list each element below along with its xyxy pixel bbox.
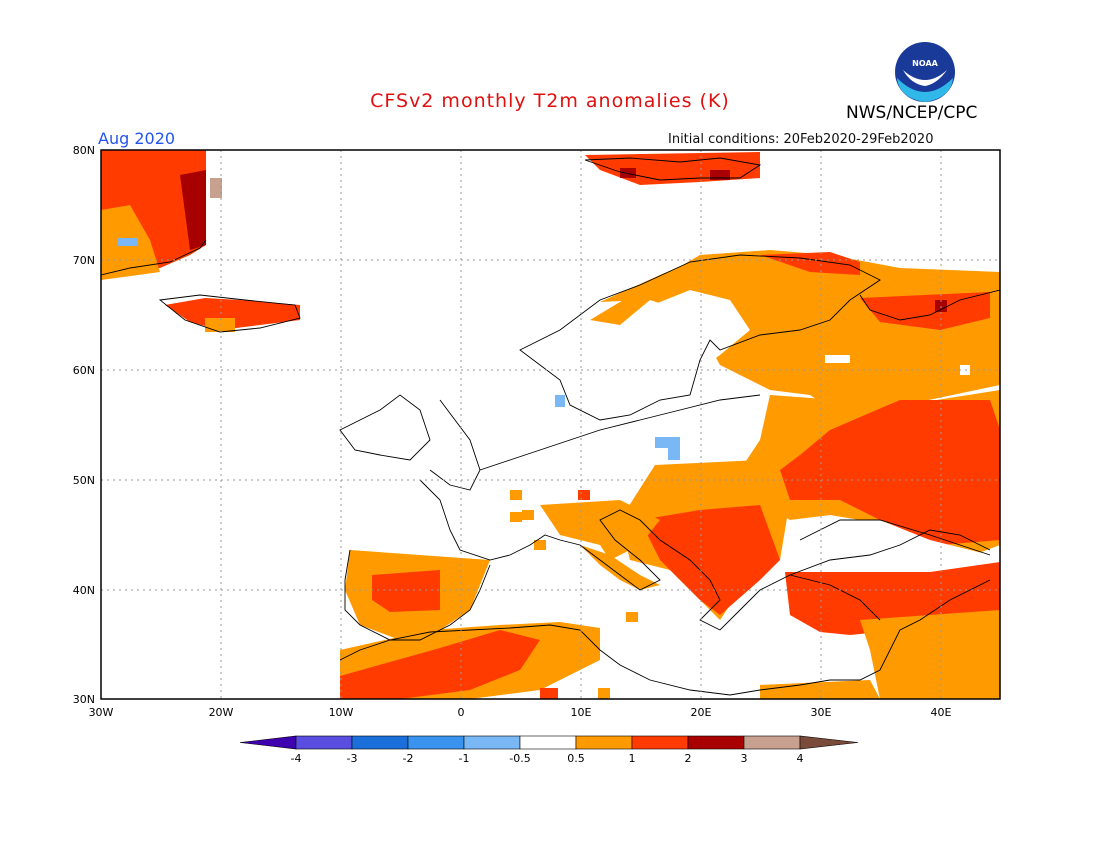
coastlines [101,157,1000,696]
lat-label: 40N [73,584,95,597]
chart-title: CFSv2 monthly T2m anomalies (K) [370,90,730,112]
colorbar-swatch [575,735,633,750]
colorbar-tick: 1 [629,752,636,765]
colorbar-swatch [743,735,801,750]
colorbar-swatch [407,735,465,750]
colorbar-tick: 3 [741,752,748,765]
colorbar-tick: -0.5 [509,752,530,765]
colorbar-swatch [463,735,521,750]
anomaly-field [101,150,1000,699]
colorbar-arrow-low [239,735,297,750]
colorbar-swatch [687,735,745,750]
lat-label: 80N [73,144,95,157]
colorbar-tick: -4 [291,752,302,765]
colorbar-swatch [519,735,577,750]
lon-label: 20E [691,706,712,719]
colorbar-tick: -3 [347,752,358,765]
lon-label: 40E [931,706,952,719]
colorbar-tick: -2 [403,752,414,765]
colorbar-tick: 4 [797,752,804,765]
initial-conditions-label: Initial conditions: 20Feb2020-29Feb2020 [668,132,934,147]
lon-label: 10W [329,706,354,719]
forecast-month-label: Aug 2020 [98,129,176,148]
colorbar-swatch [351,735,409,750]
colorbar [239,735,859,750]
lon-label: 10E [571,706,592,719]
logo-text: NOAA [912,59,938,68]
colorbar-tick: 2 [685,752,692,765]
lat-label: 60N [73,364,95,377]
noaa-logo: NOAA [895,42,955,102]
colorbar-tick: -1 [459,752,470,765]
map-frame [100,149,1001,700]
lon-label: 20W [209,706,234,719]
org-label: NWS/NCEP/CPC [846,103,978,123]
lon-label: 0 [458,706,465,719]
lat-labels: 80N 70N 60N 50N 40N 30N [73,144,95,706]
colorbar-arrow-high [799,735,859,750]
colorbar-tick: 0.5 [567,752,585,765]
colorbar-ticks: -4 -3 -2 -1 -0.5 0.5 1 2 3 4 [291,752,804,765]
colorbar-swatch [295,735,353,750]
colorbar-swatch [631,735,689,750]
graticule [101,150,1000,699]
lat-label: 70N [73,254,95,267]
lon-label: 30E [811,706,832,719]
lat-label: 50N [73,474,95,487]
lat-label: 30N [73,693,95,706]
lon-labels: 30W 20W 10W 0 10E 20E 30E 40E [89,706,952,719]
lon-label: 30W [89,706,114,719]
